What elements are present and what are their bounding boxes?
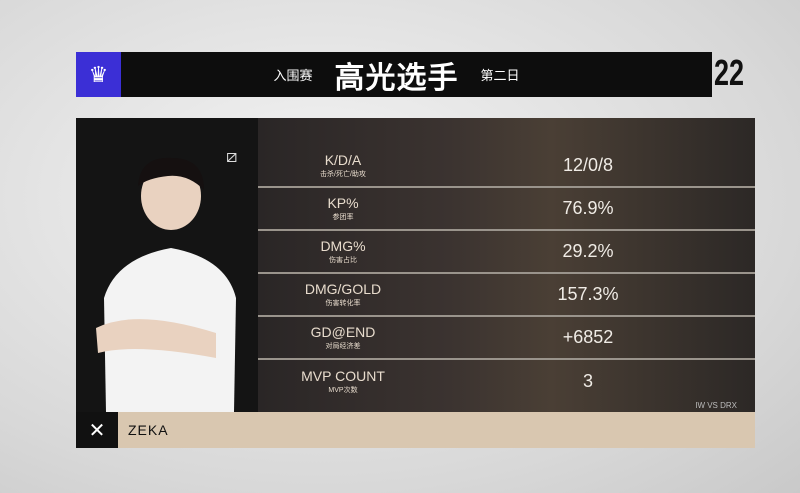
stat-row-dmg: DMG% 伤害占比 29.2% <box>258 231 755 274</box>
stat-value: +6852 <box>562 327 614 347</box>
stat-value: 29.2% <box>562 241 614 261</box>
stat-label: DMG% <box>320 238 366 254</box>
header-bar: ♛ 入围赛 高光选手 第二日 <box>76 52 712 97</box>
stat-row-gd: GD@END 对局经济差 +6852 <box>258 317 755 360</box>
player-photo <box>76 118 258 412</box>
player-name: ZEKA <box>128 422 169 438</box>
worlds-logo-icon: ♛ <box>76 52 121 97</box>
stat-label: MVP COUNT <box>301 368 385 384</box>
stat-row-kp: KP% 参团率 76.9% <box>258 188 755 231</box>
drx-mark-icon: ⧄ <box>226 146 238 166</box>
stat-value: 12/0/8 <box>562 155 614 175</box>
match-label: IW VS DRX <box>695 401 737 410</box>
stat-row-kda: K/D/A 击杀/死亡/助攻 12/0/8 <box>258 145 755 188</box>
stat-row-dmg-gold: DMG/GOLD 伤害转化率 157.3% <box>258 274 755 317</box>
stat-sublabel: 伤害转化率 <box>325 300 361 307</box>
stat-value: 157.3% <box>557 284 619 304</box>
stat-sublabel: 参团率 <box>332 214 354 221</box>
stats-list: K/D/A 击杀/死亡/助攻 12/0/8 KP% 参团率 76.9% DMG% 伤害占比… <box>258 145 755 403</box>
stage-label: 入围赛 <box>273 68 313 83</box>
stat-label: DMG/GOLD <box>304 281 382 297</box>
player-name-bar: ✕ ZEKA <box>76 412 755 448</box>
stat-label: GD@END <box>310 324 376 340</box>
episode-number: 22 <box>714 52 745 93</box>
stat-sublabel: 伤害占比 <box>329 257 357 264</box>
stat-sublabel: MVP次数 <box>328 387 358 394</box>
page-title: 高光选手 <box>334 61 459 95</box>
stat-label: KP% <box>327 195 359 211</box>
stats-panel: ⧄ K/D/A 击杀/死亡/助攻 12/0/8 KP% 参团率 76.9% DMG% 伤害… <box>76 118 755 412</box>
stat-label: K/D/A <box>324 152 362 168</box>
day-label: 第二日 <box>480 68 520 83</box>
stat-value: 3 <box>582 371 593 391</box>
stat-sublabel: 击杀/死亡/助攻 <box>320 171 366 178</box>
stat-row-mvp: MVP COUNT MVP次数 3 <box>258 360 755 403</box>
stat-sublabel: 对局经济差 <box>325 343 361 350</box>
stat-value: 76.9% <box>562 198 614 218</box>
drx-logo-icon: ✕ <box>76 412 118 448</box>
